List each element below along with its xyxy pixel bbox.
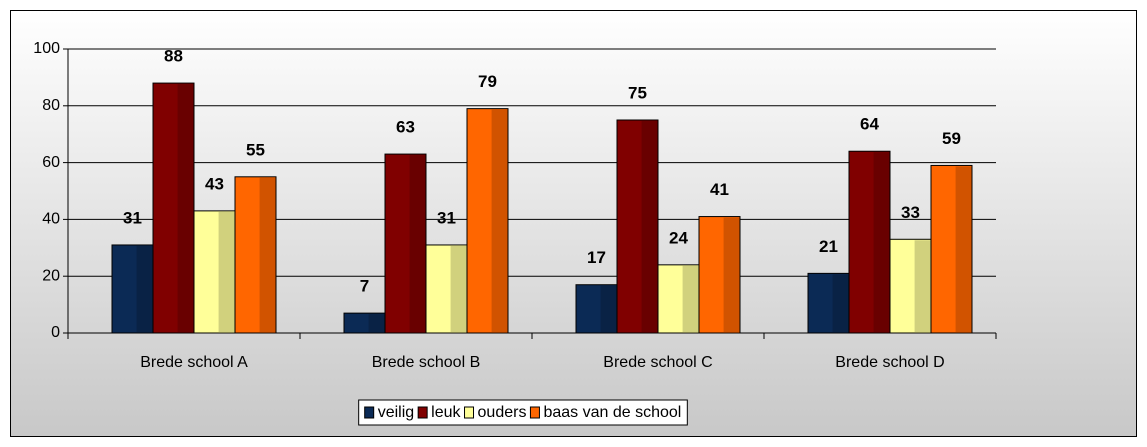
- data-label: 33: [901, 203, 920, 222]
- data-label: 7: [360, 277, 369, 296]
- bar: [234, 176, 277, 334]
- bar: [111, 244, 154, 334]
- bar: [698, 216, 741, 334]
- data-label: 88: [164, 47, 183, 66]
- bar: [848, 150, 891, 334]
- y-tick-label: 0: [51, 324, 60, 341]
- bar: [425, 244, 468, 334]
- data-label: 55: [246, 140, 265, 159]
- data-label: 24: [669, 228, 688, 247]
- bar-shade: [832, 274, 849, 332]
- data-label: 64: [860, 115, 879, 134]
- bar-shade: [409, 155, 426, 332]
- bar-shade: [491, 109, 508, 332]
- bar: [384, 153, 427, 334]
- data-label: 41: [710, 180, 729, 199]
- data-label: 59: [942, 129, 961, 148]
- bar: [152, 82, 195, 334]
- y-tick-label: 40: [42, 211, 60, 228]
- legend-swatch: [529, 406, 540, 419]
- data-label: 43: [205, 174, 224, 193]
- y-tick-label: 100: [33, 40, 60, 57]
- bar-shade: [177, 84, 194, 332]
- x-tick-label: Brede school C: [603, 354, 712, 371]
- legend-swatch: [464, 406, 475, 419]
- legend: [358, 399, 688, 426]
- data-label: 79: [478, 72, 497, 91]
- y-tick-label: 60: [42, 154, 60, 171]
- bar-shade: [218, 211, 235, 332]
- bar: [575, 284, 618, 334]
- x-tick-label: Brede school B: [372, 354, 481, 371]
- y-tick-label: 20: [42, 267, 60, 284]
- x-tick-label: Brede school D: [835, 354, 944, 371]
- legend-label: veilig: [378, 404, 414, 421]
- bar: [889, 238, 932, 334]
- legend-label: ouders: [478, 404, 527, 421]
- bar-shade: [641, 121, 658, 332]
- bar: [807, 272, 850, 334]
- data-label: 17: [587, 248, 606, 267]
- legend-label: leuk: [431, 404, 461, 421]
- legend-label: baas van de school: [543, 404, 681, 421]
- data-label: 31: [123, 208, 142, 227]
- data-label: 63: [396, 118, 415, 137]
- bar-shade: [136, 245, 153, 332]
- data-label: 75: [628, 83, 647, 102]
- bar-shade: [259, 177, 276, 332]
- legend-swatch: [364, 406, 375, 419]
- bar-shade: [723, 217, 740, 332]
- bar-shade: [914, 240, 931, 332]
- data-label: 31: [437, 208, 456, 227]
- bar-shade: [368, 314, 385, 332]
- bar-shade: [955, 166, 972, 332]
- x-tick-label: Brede school A: [140, 354, 248, 371]
- legend-swatch: [417, 406, 428, 419]
- bar-shade: [600, 285, 617, 332]
- y-tick-label: 80: [42, 97, 60, 114]
- bar-shade: [682, 265, 699, 332]
- bar-shade: [873, 152, 890, 332]
- bar: [616, 119, 659, 334]
- bar-shade: [450, 245, 467, 332]
- data-label: 21: [819, 237, 838, 256]
- bar: [930, 164, 973, 334]
- bar: [466, 108, 509, 334]
